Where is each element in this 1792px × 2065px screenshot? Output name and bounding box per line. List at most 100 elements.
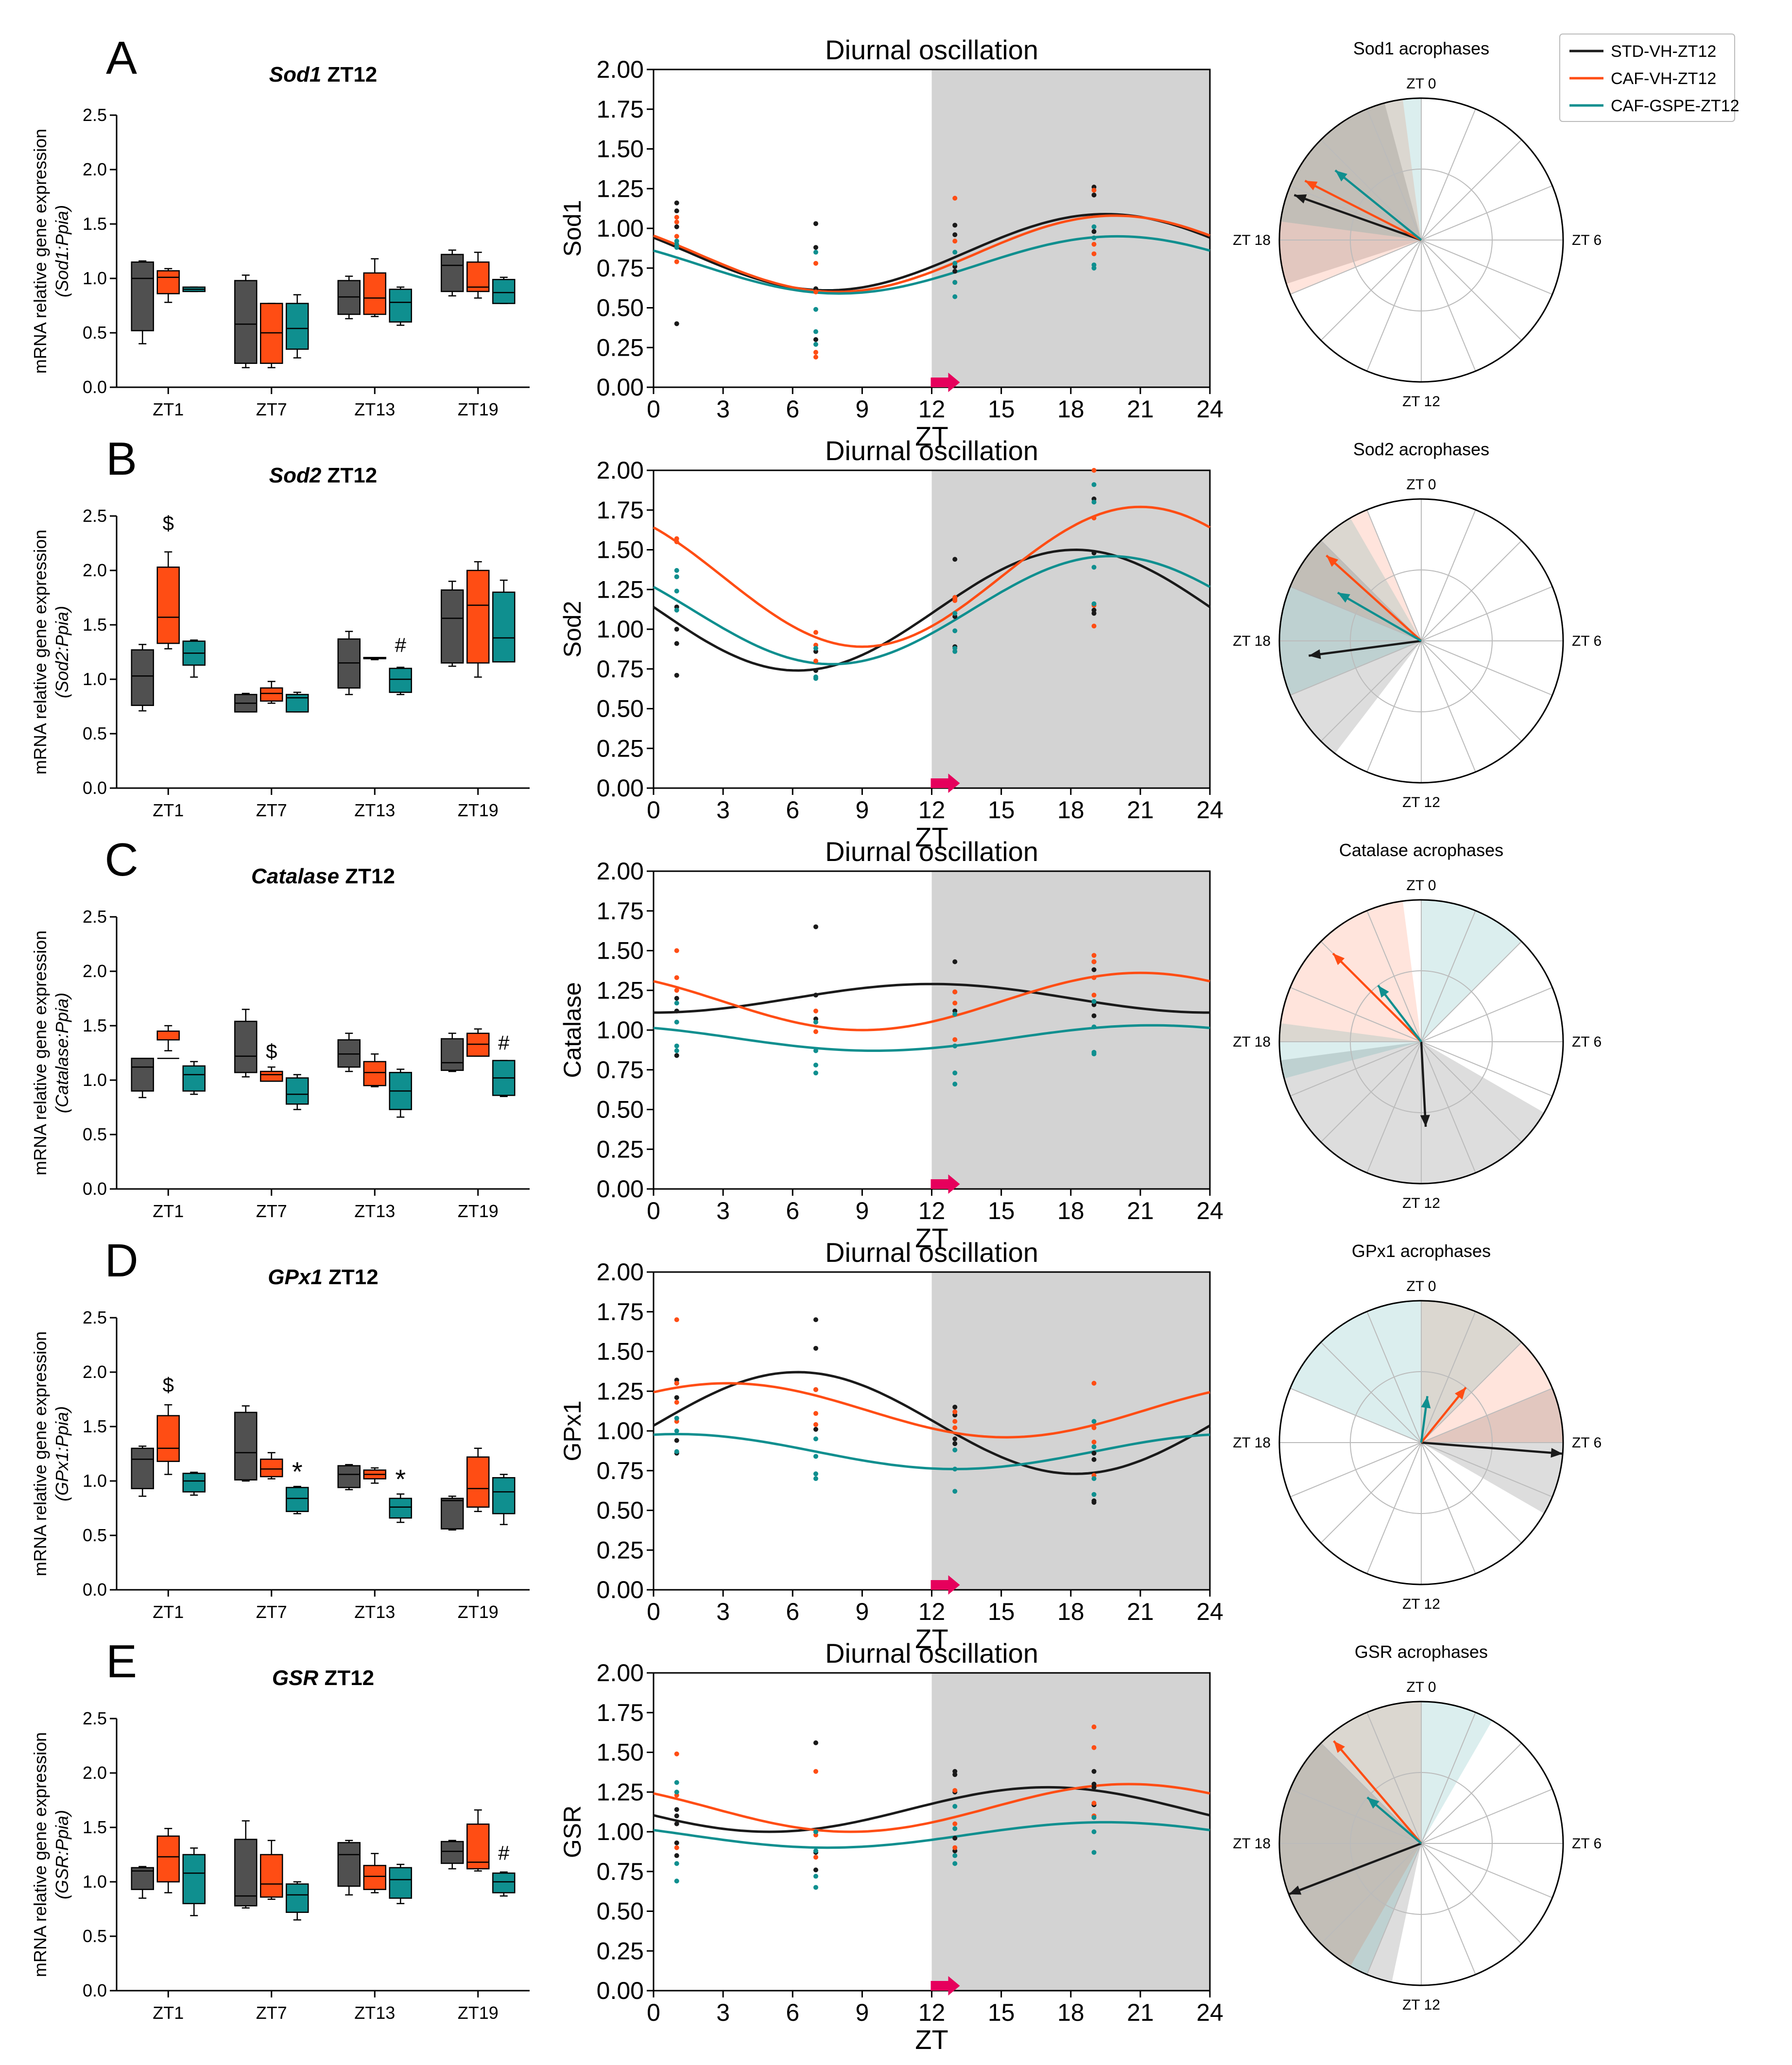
osc-xtick-label: 9: [855, 396, 869, 423]
data-point-gspe: [952, 1853, 958, 1858]
significance-mark: $: [266, 1040, 277, 1063]
acrophase-arrow-std: [1293, 194, 1422, 241]
box-ylabel: mRNA relative gene expression: [30, 1732, 50, 1977]
data-point-caf: [674, 1400, 679, 1405]
box-std: [441, 1038, 464, 1071]
legend: STD-VH-ZT12 CAF-VH-ZT12 CAF-GSPE-ZT12: [1559, 34, 1739, 122]
acrophase-ci-wedge-gspe: [1290, 1300, 1522, 1443]
box-gspe: [492, 1872, 516, 1893]
acrophase-arrowhead-gspe: [1378, 985, 1389, 998]
box-title: GSR ZT12: [272, 1666, 374, 1690]
data-point-gspe: [1091, 1815, 1097, 1820]
data-point-caf: [952, 598, 958, 603]
data-point-gspe: [952, 1070, 958, 1076]
panel-letter: A: [106, 32, 137, 84]
data-point-gspe: [952, 1043, 958, 1049]
data-point-std: [813, 1317, 818, 1323]
osc-ytick-label: 0.00: [597, 774, 644, 802]
box-title: GPx1 ZT12: [268, 1265, 378, 1289]
data-point-std: [674, 224, 679, 229]
box-ytick-label: 0.0: [83, 1580, 107, 1600]
data-point-std: [952, 1772, 958, 1777]
acrophase-arrow-gspe: [1377, 984, 1422, 1043]
box-ytick-label: 0.0: [83, 1179, 107, 1199]
osc-ylabel: Sod2: [559, 601, 586, 658]
box-ytick-label: 1.0: [83, 268, 107, 288]
data-point-gspe: [813, 250, 818, 255]
box-title-suffix: ZT12: [321, 464, 377, 487]
data-point-caf: [674, 259, 679, 264]
cosinor-curve-gspe: [653, 1024, 1210, 1052]
data-point-gspe: [813, 1471, 818, 1477]
acrophase-arrowhead-std: [1309, 649, 1321, 659]
data-point-caf: [1091, 516, 1097, 521]
data-point-gspe: [1091, 1492, 1097, 1497]
osc-ytick-label: 1.00: [597, 215, 644, 242]
data-point-caf: [952, 1419, 958, 1424]
box-ytick-label: 2.5: [83, 1308, 107, 1327]
data-point-std: [674, 672, 679, 678]
osc-ytick-label: 1.50: [597, 536, 644, 564]
data-point-std: [1091, 967, 1097, 972]
osc-xtick-label: 0: [647, 1598, 660, 1625]
polar-label-zt18: ZT 18: [1233, 1836, 1271, 1852]
significance-mark: $: [163, 512, 174, 534]
osc-ytick-label: 1.75: [597, 497, 644, 524]
polar-outer-circle: [1278, 498, 1564, 784]
box-title: Sod1 ZT12: [269, 63, 378, 86]
box-caf: [363, 1061, 386, 1086]
osc-xtick-label: 18: [1057, 396, 1085, 423]
acrophase-ci-wedge-std: [1421, 1388, 1564, 1514]
box-title-suffix: ZT12: [318, 1666, 374, 1690]
box-xtick-label: ZT13: [354, 399, 395, 419]
polar-title: Sod1 acrophases: [1353, 38, 1489, 58]
box-ylabel-ratio: (GPx1:Ppia): [52, 1406, 72, 1501]
osc-ytick-label: 0.50: [597, 1898, 644, 1925]
data-point-gspe: [952, 250, 958, 255]
box-gspe: [286, 303, 309, 350]
osc-ytick-label: 1.25: [597, 576, 644, 603]
box-xtick-label: ZT13: [354, 2003, 395, 2023]
box-caf: [260, 1458, 283, 1478]
osc-title: Diurnal oscillation: [825, 435, 1038, 466]
data-point-gspe: [813, 1019, 818, 1025]
polar-label-zt0: ZT 0: [1406, 878, 1436, 894]
night-band: [931, 1673, 1210, 1991]
data-point-caf: [1091, 959, 1097, 964]
box-ytick-label: 0.5: [83, 1525, 107, 1545]
data-point-gspe: [1091, 1476, 1097, 1481]
box-ytick-label: 1.5: [83, 214, 107, 234]
data-point-caf: [1091, 1745, 1097, 1750]
data-point-caf: [813, 1422, 818, 1427]
osc-ytick-label: 0.00: [597, 1175, 644, 1203]
data-point-std: [813, 1867, 818, 1873]
acrophase-arrow-caf: [1420, 1387, 1467, 1444]
data-point-caf: [674, 948, 679, 953]
data-point-gspe: [674, 1019, 679, 1025]
osc-xtick-label: 12: [918, 1999, 946, 2026]
polar-label-zt18: ZT 18: [1233, 232, 1271, 248]
data-point-gspe: [952, 1082, 958, 1087]
osc-ytick-label: 0.25: [597, 1536, 644, 1564]
box-title: Sod2 ZT12: [269, 464, 378, 487]
data-point-gspe: [1091, 1829, 1097, 1834]
data-point-gspe: [952, 1466, 958, 1472]
box-xtick-label: ZT13: [354, 800, 395, 820]
box-ytick-label: 0.0: [83, 778, 107, 798]
osc-ytick-label: 1.50: [597, 1338, 644, 1365]
data-point-std: [674, 1853, 679, 1858]
polar-label-zt18: ZT 18: [1233, 1034, 1271, 1050]
osc-ytick-label: 1.00: [597, 1016, 644, 1044]
data-point-gspe: [952, 260, 958, 266]
osc-ytick-label: 0.25: [597, 1136, 644, 1163]
data-point-caf: [952, 1425, 958, 1430]
osc-xtick-label: 3: [716, 796, 730, 824]
osc-xtick-label: 24: [1196, 1598, 1223, 1625]
panel-letter: C: [104, 834, 138, 886]
data-point-gspe: [1091, 265, 1097, 271]
lights-off-arrow: [930, 373, 960, 392]
polar-outer-circle: [1278, 1300, 1564, 1585]
polar-label-zt0: ZT 0: [1406, 76, 1436, 92]
acrophase-arrow-std: [1309, 639, 1422, 657]
